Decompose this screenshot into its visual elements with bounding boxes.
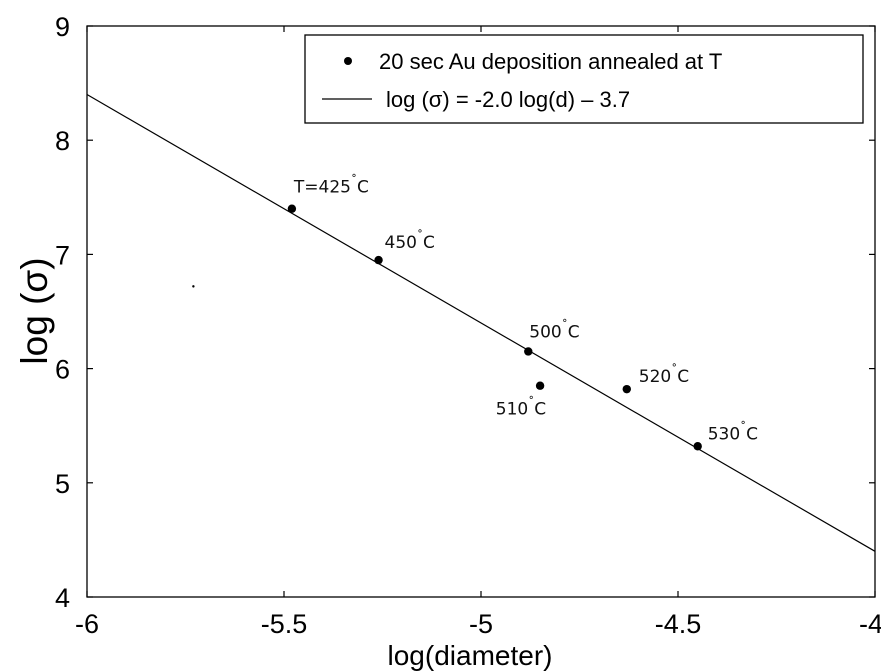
- legend-box: [304, 34, 864, 124]
- point-annotations: T=425˚C 450˚C 500˚C 510˚C 520˚C 530˚C: [293, 173, 758, 445]
- y-tick-label: 7: [55, 240, 70, 270]
- data-point-marker: [287, 204, 297, 213]
- point-annotation: 510˚C: [496, 395, 546, 420]
- legend-marker-dot: [344, 57, 352, 65]
- axis-ticks: -6 -5.5 -5 -4.5 -4 4 5 6 7 8 9: [55, 12, 881, 639]
- y-tick-label: 4: [55, 583, 70, 613]
- y-tick-label: 8: [55, 126, 70, 156]
- data-point: [374, 255, 383, 265]
- point-annotation: 500˚C: [529, 317, 579, 342]
- fit-line-group: [86, 94, 876, 552]
- data-point-marker: [622, 384, 631, 394]
- x-tick-label: -5: [469, 609, 493, 639]
- data-point: [693, 442, 702, 451]
- legend-label-line: log (σ) = -2.0 log(d) – 3.7: [386, 87, 630, 112]
- point-annotation: 530˚C: [708, 419, 758, 444]
- data-point: [622, 384, 631, 394]
- y-tick-label: 9: [55, 12, 70, 42]
- legend: 20 sec Au deposition annealed at T log (…: [304, 34, 864, 124]
- data-point-marker: [535, 381, 545, 390]
- point-annotation: T=425˚C: [293, 173, 369, 198]
- y-axis-label: log (σ): [14, 257, 55, 364]
- x-tick-label: -4.5: [655, 609, 702, 639]
- x-tick-label: -5.5: [261, 609, 308, 639]
- data-point: [535, 381, 545, 390]
- legend-label-scatter: 20 sec Au deposition annealed at T: [379, 49, 722, 74]
- point-annotation: 520˚C: [639, 362, 689, 387]
- stray-point-marker: [192, 285, 195, 288]
- data-point: [287, 204, 297, 213]
- x-axis-label: log(diameter): [388, 640, 553, 671]
- data-point-marker: [374, 255, 383, 265]
- fit-line: [86, 94, 876, 552]
- x-tick-label: -6: [75, 609, 99, 639]
- data-points-group: [192, 204, 702, 451]
- y-tick-label: 6: [55, 355, 70, 385]
- x-tick-label: -4: [859, 609, 881, 639]
- data-point: [524, 347, 533, 356]
- data-point-marker: [693, 442, 702, 451]
- y-tick-label: 5: [55, 469, 70, 499]
- data-point-marker: [524, 347, 533, 356]
- point-annotation: 450˚C: [385, 228, 435, 253]
